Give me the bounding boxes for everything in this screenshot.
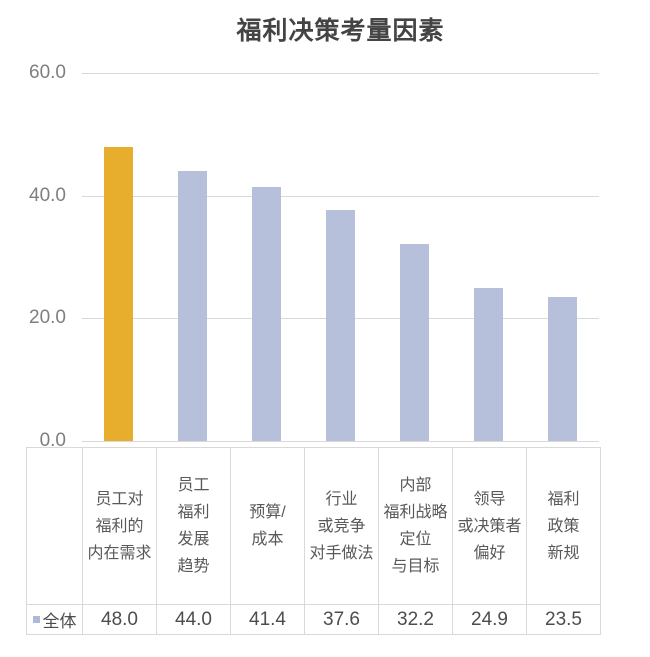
value-cell-3: 37.6 [304,604,378,634]
gridline-60.0 [82,73,599,74]
gridline-0.0 [82,441,599,442]
header-cell-6: 福利 政策 新规 [526,448,600,604]
header-cell-4: 内部 福利战略 定位 与目标 [378,448,452,604]
bar-5 [474,288,503,441]
y-axis-tick-label: 0.0 [39,430,66,451]
bar-3 [326,210,355,441]
value-cell-1: 44.0 [156,604,230,634]
y-axis-tick-label: 40.0 [29,185,66,206]
header-cell-1: 员工 福利 发展 趋势 [156,448,230,604]
value-cell-0: 48.0 [82,604,156,634]
legend-label: 全体 [42,612,77,631]
header-cell-0: 员工对 福利的 内在需求 [82,448,156,604]
y-axis-tick-label: 60.0 [29,62,66,83]
header-cell-3: 行业 或竞争 对手做法 [304,448,378,604]
bar-4 [400,244,429,441]
bar-6 [548,297,577,441]
value-cell-4: 32.2 [378,604,452,634]
bar-2 [252,187,281,441]
bar-1 [178,171,207,441]
legend-cell: 全体 [27,604,82,634]
header-cell-2: 预算/ 成本 [230,448,304,604]
value-cell-2: 41.4 [230,604,304,634]
value-cell-6: 23.5 [526,604,600,634]
value-cell-5: 24.9 [452,604,526,634]
table-corner-cell [27,448,82,604]
gridline-40.0 [82,196,599,197]
y-axis-tick-label: 20.0 [29,307,66,328]
header-cell-5: 领导 或决策者 偏好 [452,448,526,604]
legend-swatch-icon [32,616,40,623]
category-value-table: 员工对 福利的 内在需求 员工 福利 发展 趋势 预算/ 成本 行业 或竞争 对手做法… [26,447,601,635]
bar-0 [104,147,133,441]
chart-title: 福利决策考量因素 [236,17,445,45]
